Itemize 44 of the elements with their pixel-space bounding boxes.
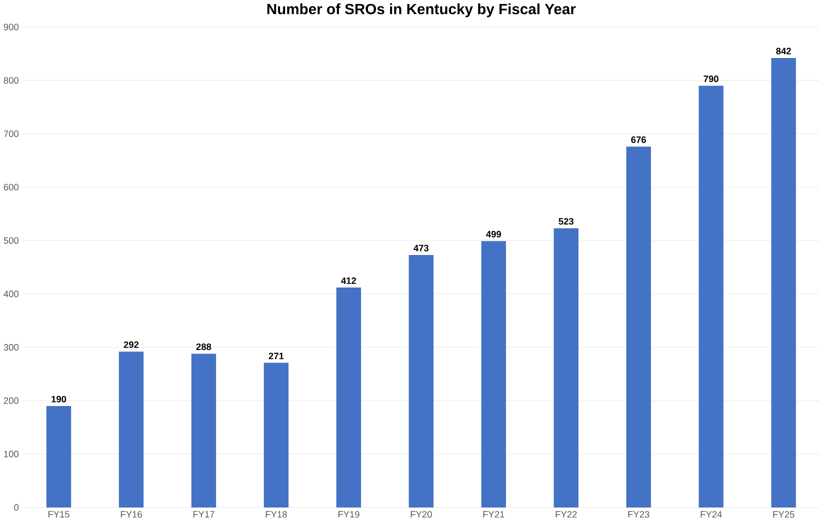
data-label: 790 bbox=[704, 76, 718, 82]
x-tick-label: FY18 bbox=[266, 511, 287, 518]
bar bbox=[191, 354, 216, 508]
data-label: 271 bbox=[268, 352, 284, 360]
data-label: 473 bbox=[414, 244, 429, 252]
y-tick-label: 100 bbox=[4, 450, 19, 458]
x-tick-label: FY24 bbox=[700, 511, 722, 518]
bar bbox=[408, 254, 434, 508]
bar bbox=[771, 58, 796, 508]
data-label: 676 bbox=[631, 136, 646, 143]
data-label: 499 bbox=[486, 230, 502, 238]
y-tick-label: 400 bbox=[4, 290, 19, 298]
y-tick-label: 800 bbox=[4, 77, 19, 84]
y-tick-label: 900 bbox=[4, 24, 19, 30]
data-label: 412 bbox=[341, 277, 356, 284]
y-tick-label: 600 bbox=[4, 184, 19, 190]
data-label: 523 bbox=[558, 218, 574, 225]
y-tick-label: 700 bbox=[4, 130, 19, 138]
chart-title: Number of SROs in Kentucky by Fiscal Year bbox=[267, 3, 576, 18]
bar bbox=[481, 241, 506, 508]
y-tick-label: 300 bbox=[4, 344, 19, 351]
x-tick-label: FY21 bbox=[483, 511, 504, 518]
x-tick-label: FY22 bbox=[556, 511, 577, 518]
x-tick-label: FY15 bbox=[48, 511, 70, 518]
x-tick-label: FY17 bbox=[193, 511, 214, 518]
x-tick-label: FY16 bbox=[120, 511, 142, 518]
bar bbox=[554, 228, 578, 508]
data-label: 190 bbox=[52, 396, 66, 402]
x-tick-label: FY25 bbox=[773, 511, 794, 518]
x-tick-label: FY23 bbox=[628, 511, 650, 518]
bar bbox=[698, 86, 724, 508]
bar bbox=[336, 288, 362, 508]
data-label: 288 bbox=[196, 344, 212, 350]
y-tick-label: 200 bbox=[4, 397, 19, 404]
x-tick-label: FY20 bbox=[410, 511, 432, 518]
bar bbox=[46, 406, 72, 508]
bar bbox=[118, 352, 144, 508]
bar bbox=[264, 362, 289, 508]
data-label: 842 bbox=[776, 48, 791, 54]
y-tick-label: 500 bbox=[4, 237, 19, 244]
y-tick-label: 0 bbox=[14, 504, 19, 511]
x-tick-label: FY19 bbox=[338, 511, 360, 518]
data-label: 292 bbox=[124, 341, 139, 348]
bar bbox=[626, 146, 651, 508]
